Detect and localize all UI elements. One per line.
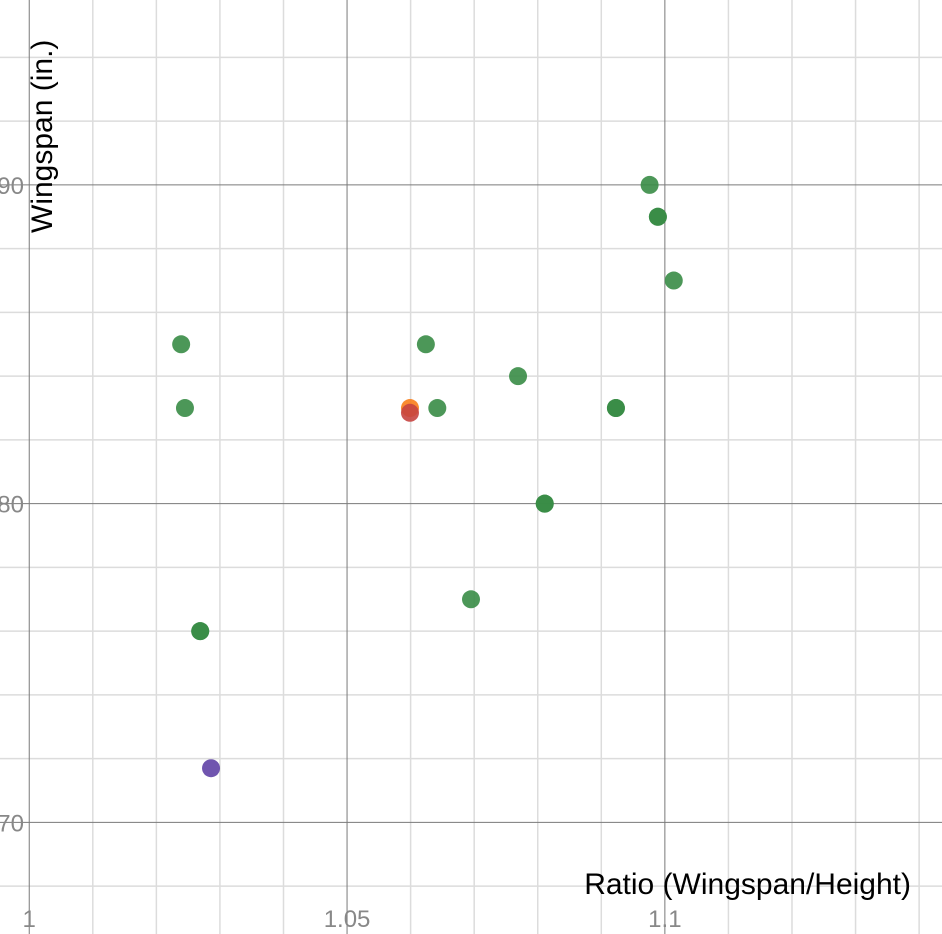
y-tick-label: 70	[0, 810, 24, 837]
data-point-green	[509, 367, 528, 386]
x-tick-label: 1.05	[324, 906, 371, 933]
tick-labels: 1 1.05 1.1 90 80 70	[0, 173, 682, 933]
y-tick-label: 80	[0, 492, 24, 519]
x-axis-label: Ratio (Wingspan/Height)	[584, 868, 911, 901]
data-points	[172, 175, 683, 778]
x-tick-label: 1	[23, 906, 36, 933]
data-point-green	[462, 590, 480, 609]
data-point-green	[535, 494, 554, 513]
data-point-green	[172, 335, 191, 354]
x-tick-label: 1.1	[648, 906, 681, 933]
data-point-green	[664, 271, 683, 290]
data-point-green	[175, 399, 194, 418]
y-axis-label: Wingspan (in.)	[26, 40, 59, 233]
data-point-green	[640, 175, 659, 194]
data-point-red	[400, 403, 419, 422]
data-point-green	[191, 622, 210, 641]
data-point-green	[606, 399, 625, 418]
y-tick-label: 90	[0, 173, 24, 200]
data-point-purple	[202, 759, 221, 778]
data-point-green	[648, 207, 667, 226]
data-point-green	[416, 335, 435, 354]
data-point-green	[428, 399, 447, 418]
